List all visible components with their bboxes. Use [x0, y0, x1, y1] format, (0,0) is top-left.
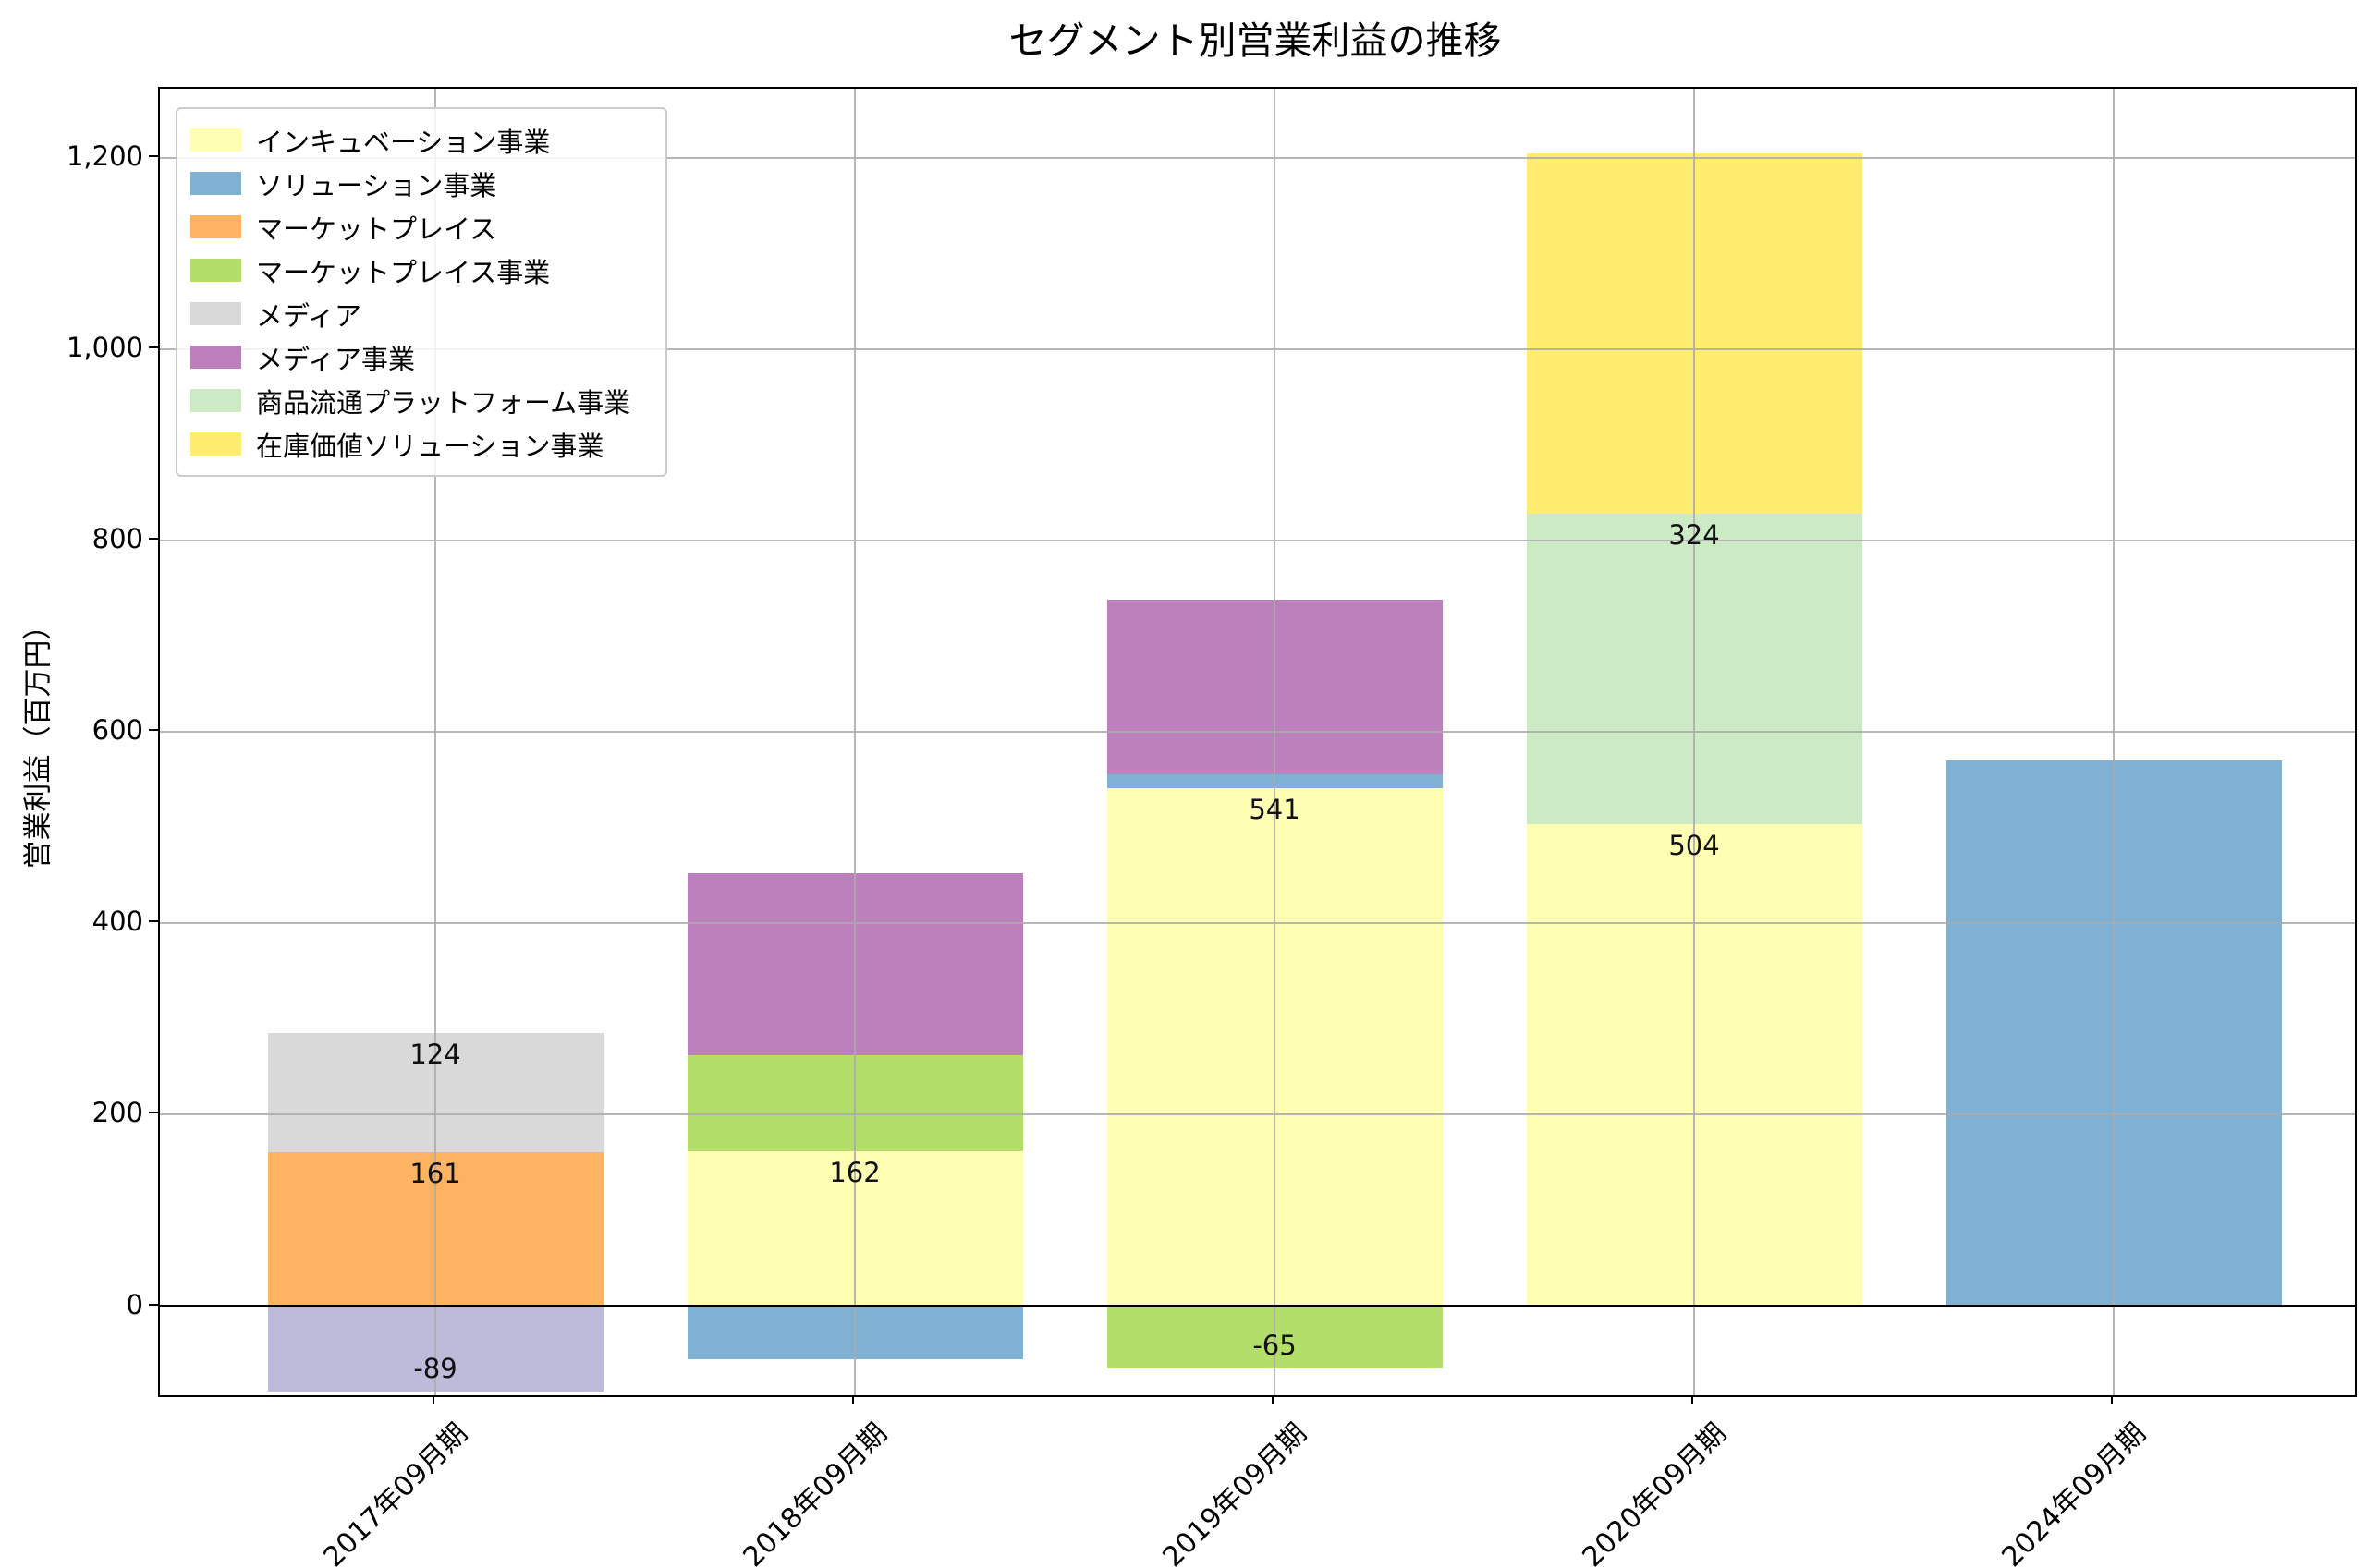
y-tick-label: 400: [91, 906, 143, 938]
legend-item: ソリューション事業: [190, 162, 652, 205]
x-tick-label: 2019年09月期: [1157, 1416, 1314, 1568]
x-tick-mark: [852, 1395, 854, 1404]
v-gridline: [1274, 89, 1275, 1395]
x-tick-label: 2017年09月期: [318, 1416, 475, 1568]
y-tick-label: 1,200: [66, 140, 143, 172]
h-gridline: [160, 1113, 2355, 1116]
y-tick-mark: [149, 920, 158, 923]
bar-value-label: 162: [829, 1156, 881, 1188]
bar-value-label: -89: [413, 1352, 457, 1384]
legend-label: マーケットプレイス事業: [256, 256, 551, 288]
y-tick-label: 0: [126, 1288, 143, 1320]
y-tick-mark: [149, 729, 158, 732]
legend-item: マーケットプレイス事業: [190, 249, 652, 292]
bar-value-label: 324: [1668, 518, 1720, 551]
legend-item: マーケットプレイス: [190, 205, 652, 249]
zero-axis-line: [160, 1305, 2355, 1308]
x-tick-label: 2018年09月期: [738, 1416, 895, 1568]
legend-swatch: [190, 432, 241, 456]
y-tick-label: 600: [91, 714, 143, 747]
y-tick-mark: [149, 1303, 158, 1306]
chart-title: セグメント別営業利益の推移: [1008, 18, 1502, 63]
legend-swatch: [190, 128, 241, 152]
x-tick-label: 2024年09月期: [1996, 1416, 2153, 1568]
y-tick-mark: [149, 1112, 158, 1114]
bar-value-label: 504: [1668, 829, 1720, 861]
y-axis-label: 営業利益（百万円）: [21, 611, 55, 869]
bar-value-label: 124: [409, 1039, 461, 1071]
x-tick-label: 2020年09月期: [1577, 1416, 1734, 1568]
x-tick-mark: [1691, 1395, 1693, 1404]
bar-value-label: 161: [409, 1157, 461, 1189]
y-tick-mark: [149, 537, 158, 540]
legend-item: メディア事業: [190, 335, 652, 379]
h-gridline: [160, 539, 2355, 541]
h-gridline: [160, 731, 2355, 734]
legend-label: マーケットプレイス: [256, 213, 497, 245]
h-gridline: [160, 347, 2355, 350]
legend-label: 在庫価値ソリューション事業: [256, 430, 604, 462]
legend-item: インキュベーション事業: [190, 118, 652, 162]
x-tick-mark: [433, 1395, 434, 1404]
legend-item: メディア: [190, 292, 652, 335]
h-gridline: [160, 922, 2355, 925]
legend-swatch: [190, 346, 241, 369]
y-tick-label: 800: [91, 522, 143, 554]
legend-item: 在庫価値ソリューション事業: [190, 422, 652, 466]
legend: インキュベーション事業 ソリューション事業 マーケットプレイスマーケットプレイス事業…: [176, 107, 667, 477]
h-gridline: [160, 156, 2355, 159]
v-gridline: [2113, 89, 2115, 1395]
legend-label: 商品流通プラットフォーム事業: [256, 386, 631, 419]
legend-label: メディア: [256, 299, 361, 332]
x-tick-mark: [2111, 1395, 2113, 1404]
v-gridline: [434, 89, 436, 1395]
y-tick-label: 1,000: [66, 331, 143, 363]
legend-item: 商品流通プラットフォーム事業: [190, 379, 652, 422]
legend-label: ソリューション事業: [256, 169, 497, 201]
legend-label: メディア事業: [256, 343, 415, 375]
v-gridline: [854, 89, 856, 1395]
bar-value-label: -65: [1252, 1329, 1297, 1361]
y-tick-mark: [149, 346, 158, 348]
legend-swatch: [190, 302, 241, 325]
legend-swatch: [190, 389, 241, 412]
bar-value-label: 541: [1249, 794, 1300, 826]
y-tick-label: 200: [91, 1097, 143, 1129]
x-tick-mark: [1272, 1395, 1274, 1404]
legend-swatch: [190, 215, 241, 238]
plot-area: 161 124 -89 162 541 -65 504 324: [158, 87, 2357, 1397]
legend-swatch: [190, 172, 241, 195]
y-tick-mark: [149, 154, 158, 157]
legend-label: インキュベーション事業: [256, 126, 551, 158]
legend-swatch: [190, 259, 241, 282]
v-gridline: [1693, 89, 1695, 1395]
